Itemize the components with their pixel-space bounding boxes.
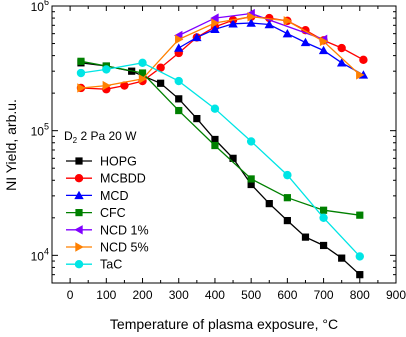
legend-item-ncd-5: NCD 5% (66, 241, 149, 255)
x-tick-label: 400 (205, 288, 225, 302)
data-point-mcd (337, 58, 346, 66)
data-point-hopg (302, 234, 309, 241)
data-point-cfc (284, 194, 291, 201)
legend: HOPG MCBDD MCD CFC NCD 1% NCD 5% TaC (66, 155, 149, 272)
legend-marker (75, 157, 82, 164)
data-point-cfc (248, 175, 255, 182)
marks-layer (77, 9, 368, 278)
legend-label: MCD (100, 189, 128, 203)
y-tick-label: 106 (31, 0, 49, 14)
data-point-cfc (175, 107, 182, 114)
data-point-cfc (77, 58, 84, 65)
data-point-hopg (356, 271, 363, 278)
data-point-tac (77, 69, 85, 77)
condition-annotation: D2 2 Pa 20 W (64, 129, 137, 145)
legend-marker (75, 260, 83, 268)
series-line-mcd (179, 23, 364, 75)
legend-label: CFC (100, 206, 126, 220)
legend-item-ncd-1: NCD 1% (66, 223, 149, 237)
data-point-tac (211, 105, 219, 113)
data-point-hopg (338, 255, 345, 262)
data-point-mcd (301, 38, 310, 46)
data-point-tac (102, 65, 110, 73)
data-point-hopg (320, 242, 327, 249)
data-point-hopg (266, 200, 273, 207)
legend-marker (75, 174, 83, 182)
data-point-mcd (174, 43, 183, 51)
data-point-hopg (157, 80, 164, 87)
legend-marker (75, 209, 82, 216)
data-point-tac (319, 214, 327, 222)
data-point-hopg (284, 217, 291, 224)
x-tick-label: 100 (96, 288, 116, 302)
data-point-tac (138, 59, 146, 67)
legend-marker (74, 225, 82, 234)
data-point-hopg (175, 95, 182, 102)
data-point-tac (247, 137, 255, 145)
y-axis-label: NI Yield, arb.u. (3, 99, 19, 191)
legend-label: MCBDD (100, 172, 146, 186)
legend-item-cfc: CFC (66, 206, 126, 220)
x-tick-label: 0 (67, 288, 74, 302)
data-point-tac (175, 77, 183, 85)
data-point-mcd (319, 46, 328, 54)
annotation-rest: 2 Pa 20 W (77, 129, 137, 143)
legend-label: NCD 5% (100, 241, 149, 255)
data-point-cfc (356, 212, 363, 219)
data-point-tac (356, 252, 364, 260)
data-point-tac (283, 171, 291, 179)
data-point-hopg (193, 115, 200, 122)
annotation-prefix: D (64, 129, 73, 143)
legend-label: TaC (100, 258, 122, 272)
data-point-cfc (320, 207, 327, 214)
data-point-hopg (229, 155, 236, 162)
data-point-mcd (283, 29, 292, 37)
x-tick-label: 900 (386, 288, 406, 302)
legend-item-mcbdd: MCBDD (66, 172, 146, 186)
legend-item-tac: TaC (66, 258, 122, 272)
legend-label: NCD 1% (100, 223, 149, 237)
y-tick-label: 105 (31, 122, 49, 139)
legend-item-mcd: MCD (66, 189, 128, 203)
x-tick-label: 700 (314, 288, 334, 302)
axes-layer: 0 100 200 300 400 500 600 700 800 900 104 105 106 (31, 0, 406, 302)
y-tick-label: 104 (31, 246, 49, 263)
data-point-mcbdd (337, 44, 345, 52)
data-point-cfc (211, 142, 218, 149)
x-axis-label: Temperature of plasma exposure, °C (110, 316, 338, 332)
legend-label: HOPG (100, 155, 137, 169)
x-tick-label: 300 (169, 288, 189, 302)
legend-marker (75, 242, 83, 251)
data-point-mcbdd (359, 56, 367, 64)
x-tick-label: 500 (241, 288, 261, 302)
x-tick-label: 800 (350, 288, 370, 302)
x-tick-label: 600 (277, 288, 297, 302)
legend-item-hopg: HOPG (66, 155, 137, 169)
x-tick-label: 200 (133, 288, 153, 302)
